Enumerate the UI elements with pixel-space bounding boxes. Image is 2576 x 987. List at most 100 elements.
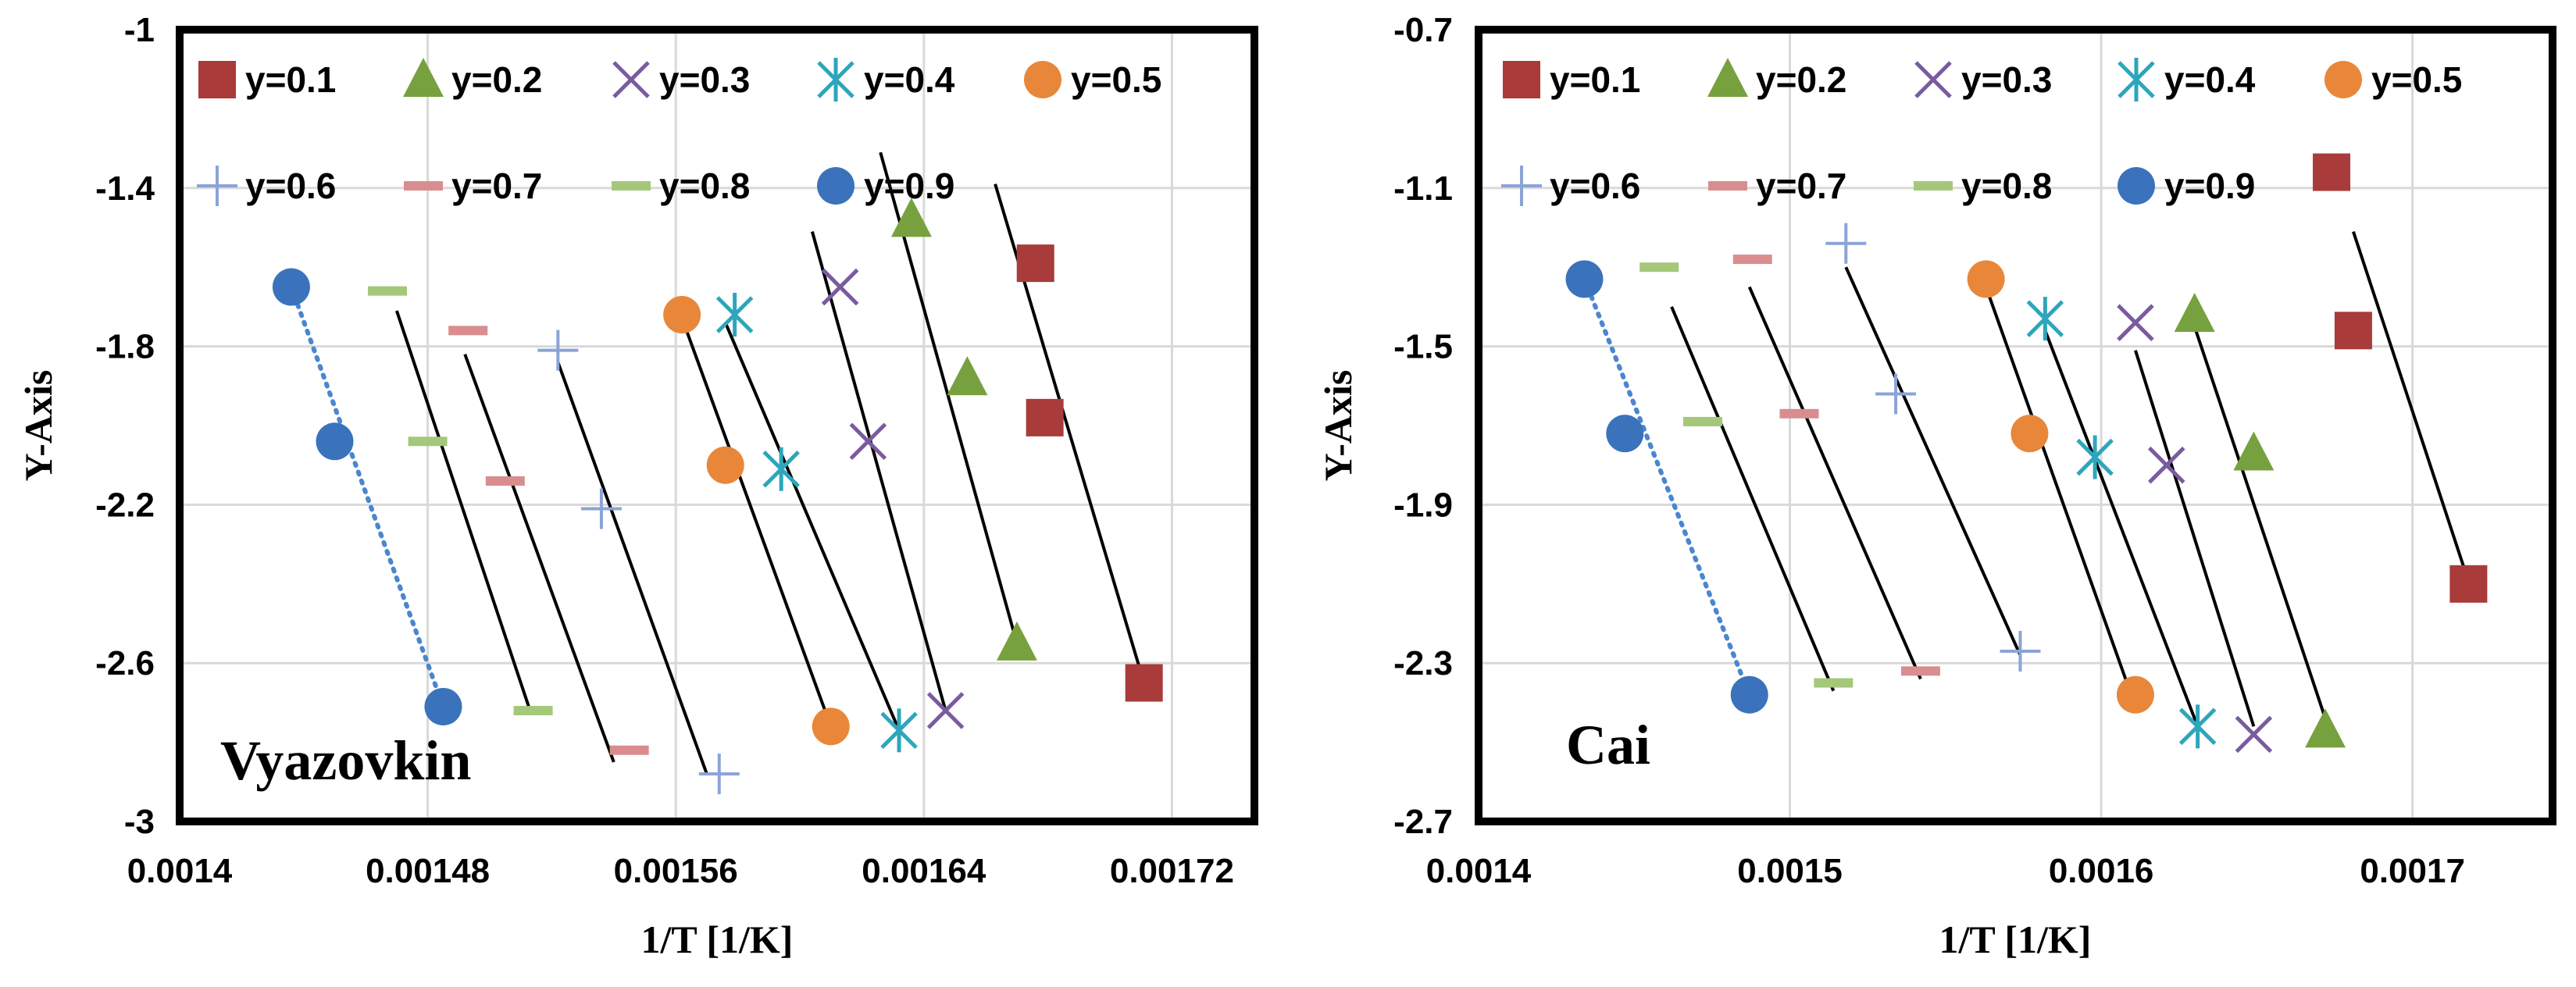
- data-point-y-08: [1814, 678, 1854, 688]
- legend-marker: [198, 61, 236, 98]
- fit-line-y-04: [723, 322, 901, 732]
- data-point-y-07: [1732, 255, 1772, 265]
- data-point-y-03: [849, 422, 887, 461]
- legend-marker: [2118, 58, 2155, 102]
- y-tick-label: -2.3: [1393, 644, 1453, 682]
- data-point-y-07: [448, 326, 488, 336]
- data-point-y-06: [580, 488, 622, 529]
- data-point-y-09: [424, 687, 462, 725]
- legend-marker: [612, 61, 650, 98]
- fit-line-y-09: [1582, 276, 1752, 697]
- data-point-y-09: [1565, 260, 1604, 298]
- data-point-y-04: [2026, 297, 2064, 341]
- fit-line-y-09: [288, 284, 446, 709]
- data-point-y-04: [762, 447, 800, 491]
- x-tick-label: 0.00156: [614, 852, 738, 890]
- fit-line-y-06: [556, 362, 708, 775]
- data-point-y-04: [880, 708, 918, 753]
- y-tick-label: -3: [124, 803, 155, 841]
- y-tick-label: -2.7: [1393, 803, 1453, 841]
- data-point-y-07: [1779, 408, 1819, 419]
- y-tick-label: -1.9: [1393, 486, 1453, 524]
- legend-label: y=0.8: [1961, 166, 2052, 206]
- plot-border: [1475, 26, 2556, 825]
- data-point-y-03: [926, 692, 965, 729]
- legend-marker: [1707, 58, 1748, 97]
- legend-marker: [2324, 61, 2362, 98]
- data-point-y-02: [947, 356, 988, 396]
- legend-marker: [1708, 181, 1747, 191]
- legend-marker: [1914, 181, 1953, 191]
- fit-line-y-06: [1844, 266, 2022, 656]
- data-point-y-05: [1967, 260, 2005, 298]
- x-tick-label: 0.0015: [1737, 852, 1843, 890]
- legend-marker: [612, 181, 651, 191]
- fit-line-y-08: [1670, 306, 1836, 692]
- legend-marker: [1914, 61, 1952, 98]
- data-point-y-01: [2449, 565, 2488, 603]
- legend-label: y=0.5: [2371, 59, 2462, 100]
- legend-label: y=0.3: [659, 59, 750, 100]
- fit-line-y-08: [395, 310, 532, 711]
- fit-line-y-05: [1984, 286, 2137, 707]
- panel-annotation: Cai: [1566, 714, 1650, 776]
- data-point-y-03: [2235, 715, 2273, 754]
- data-point-y-02: [996, 621, 1037, 661]
- data-point-y-07: [609, 745, 649, 755]
- data-point-y-01: [1125, 664, 1163, 702]
- legend-label: y=0.9: [864, 166, 954, 206]
- legend-label: y=0.4: [2164, 59, 2256, 100]
- legend-label: y=0.9: [2164, 166, 2255, 206]
- data-point-y-04: [2178, 704, 2217, 749]
- data-point-y-03: [821, 268, 859, 306]
- legend-label: y=0.6: [245, 166, 336, 206]
- data-point-y-02: [890, 198, 932, 237]
- data-point-y-04: [2076, 435, 2114, 479]
- data-point-y-05: [812, 707, 850, 746]
- y-tick-label: -1: [124, 11, 155, 49]
- data-point-y-06: [1825, 223, 1867, 264]
- legend-label: y=0.2: [451, 59, 542, 100]
- data-point-y-06: [2000, 630, 2041, 672]
- legend-label: y=0.2: [1756, 59, 1846, 100]
- x-tick-label: 0.00164: [862, 852, 987, 890]
- data-point-y-02: [2233, 431, 2275, 471]
- legend-marker: [1503, 61, 1540, 98]
- legend-marker: [817, 58, 855, 102]
- data-point-y-02: [2305, 708, 2346, 748]
- fit-line-y-01: [2352, 230, 2467, 573]
- data-point-y-08: [1682, 416, 1722, 426]
- legend-marker: [1501, 166, 1542, 206]
- data-point-y-01: [1016, 244, 1054, 283]
- chart-panel-left: -1 -1.4 -1.8 -2.2 -2.6 -3 0.0014 0.00148 0.00156…: [16, 11, 1258, 961]
- legend-label: y=0.7: [1756, 166, 1846, 206]
- legend-label: y=0.1: [245, 59, 336, 100]
- data-point-y-05: [2010, 415, 2049, 453]
- data-point-y-08: [408, 436, 448, 447]
- x-tick-label: 0.0016: [2049, 852, 2154, 890]
- data-point-y-03: [2117, 304, 2154, 341]
- x-tick-label: 0.0014: [1426, 852, 1532, 890]
- legend-marker: [817, 167, 855, 205]
- legend-label: y=0.1: [1550, 59, 1640, 100]
- x-tick-label: 0.00148: [366, 852, 490, 890]
- fit-line-y-03: [810, 231, 947, 711]
- data-point-y-09: [316, 422, 354, 461]
- legend-label: y=0.7: [451, 166, 542, 206]
- data-point-y-09: [1730, 675, 1768, 714]
- data-point-y-05: [2116, 675, 2154, 714]
- panel-annotation: Vyazovkin: [220, 729, 471, 792]
- data-point-y-03: [2148, 446, 2185, 484]
- y-tick-label: -1.8: [95, 328, 155, 366]
- legend-label: y=0.3: [1961, 59, 2052, 100]
- chart-panel-right: -0.7 -1.1 -1.5 -1.9 -2.3 -2.7 0.0014 0.0015 0.00…: [1316, 11, 2556, 961]
- data-point-y-05: [706, 446, 744, 484]
- legend-label: y=0.4: [864, 59, 955, 100]
- x-tick-label: 0.00172: [1110, 852, 1234, 890]
- legend-marker: [403, 58, 444, 97]
- legend-label: y=0.8: [659, 166, 750, 206]
- plot-border: [176, 26, 1258, 825]
- fit-line-y-07: [463, 354, 615, 763]
- y-tick-label: -2.2: [95, 486, 155, 524]
